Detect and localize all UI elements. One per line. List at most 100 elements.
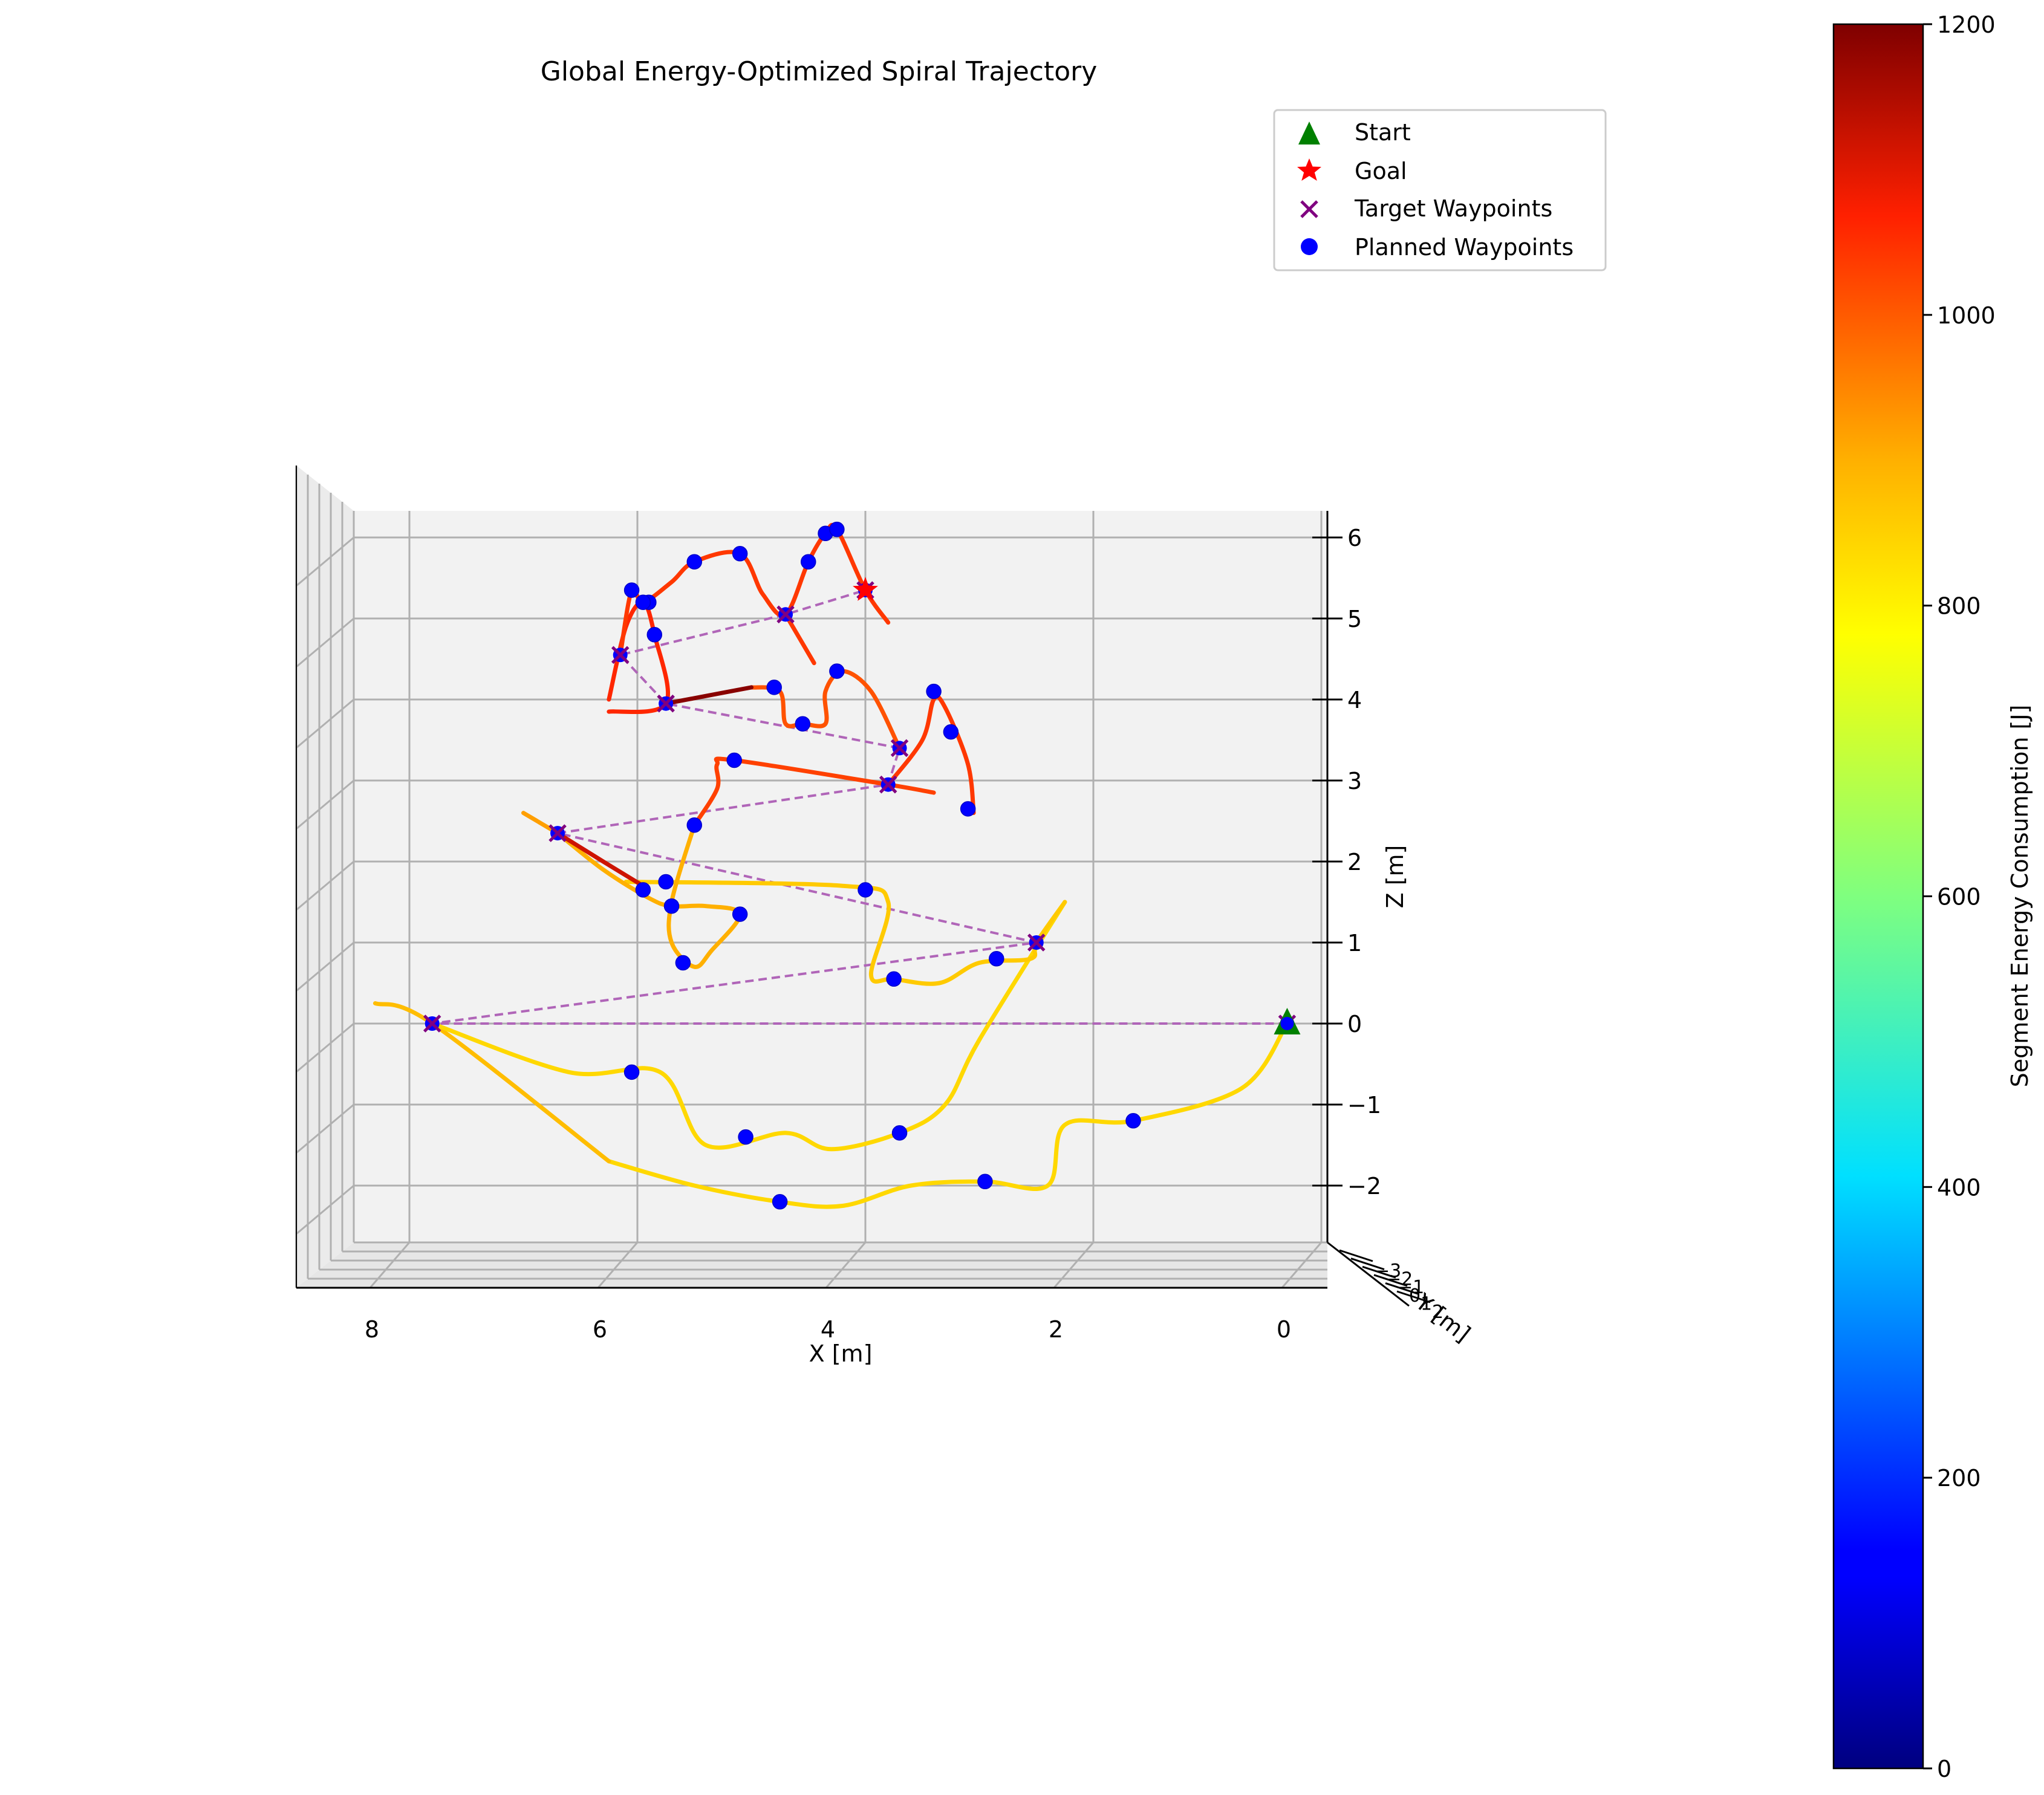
grid-line-z-side [296,779,354,830]
x-tick-label: 6 [593,1316,607,1343]
colorbar-gradient [1832,23,1924,1770]
planned-waypoint [635,882,651,898]
y-tick [1339,1249,1373,1262]
legend-planned-label: Planned Waypoints [1355,234,1574,261]
grid-line-x-floor [1281,1242,1323,1288]
target-waypoint-marker [657,694,675,713]
z-axis-label: Z [m] [1382,845,1408,909]
z-tick-label: 4 [1347,687,1362,713]
y-axis-line [1327,1241,1410,1307]
grid-line-z-side [296,1022,354,1073]
grid-line-z-side [296,860,354,911]
z-tick-label: 2 [1347,849,1362,875]
colorbar-label: Segment Energy Consumption [J] [2007,705,2033,1088]
z-tick-label: 3 [1347,768,1362,794]
y-tick-label: −3 [1375,1261,1401,1282]
target-waypoints [423,581,1297,1033]
planned-waypoints [623,521,1141,1210]
colorbar-tick-label: 1200 [1937,11,1996,38]
x-axis-label: X [m] [809,1340,873,1367]
y-tick [1396,1290,1431,1303]
x-axis: 8 6 4 2 0 [365,1316,1291,1343]
colorbar-tick-label: 800 [1937,593,1981,620]
legend-goal-icon [1297,158,1321,181]
planned-waypoint [795,716,811,732]
z-tick-label: 6 [1347,525,1362,551]
start-goal-markers [853,577,1301,1034]
colorbar-tick-label: 200 [1937,1465,1981,1492]
grid-line-z-side [296,536,354,587]
colorbar-tick-label: 1000 [1937,302,1996,329]
z-tick-label: 0 [1347,1011,1362,1037]
chart-title: Global Energy-Optimized Spiral Trajector… [541,56,1098,87]
planned-waypoint [926,683,942,699]
y-axis: −3−2−10 1 2 [1327,1241,1443,1323]
trajectory-segment [430,900,1067,1152]
grid-line-z-side [296,617,354,668]
y-tick-label: −1 [1398,1277,1424,1298]
legend-planned-icon [1301,238,1318,255]
y-tick [1350,1258,1385,1271]
z-tick-label: −2 [1347,1173,1381,1199]
target-waypoint-marker [548,824,567,842]
z-tick-label: −1 [1347,1092,1381,1118]
target-waypoint-marker [776,605,795,624]
planned-waypoint [801,554,816,570]
planned-waypoint [977,1173,993,1190]
x-tick-label: 8 [365,1316,379,1343]
y-tick-label: 0 [1409,1285,1421,1306]
z-tick-label: 1 [1347,930,1362,956]
planned-waypoint [646,627,663,643]
start-waypoint-dot [1280,1017,1294,1030]
legend-target-label: Target Waypoints [1354,195,1552,222]
planned-waypoint [732,906,748,922]
target-waypoint-marker [423,1014,441,1033]
y-tick-label: 1 [1421,1293,1432,1314]
trajectory-segment [886,695,976,816]
legend: Start Goal Target Waypoints Planned Wayp… [1273,109,1607,271]
legend-goal-label: Goal [1355,158,1407,184]
planned-waypoint [732,546,748,562]
planned-waypoint [766,680,782,695]
grid-line-z-side [296,1184,354,1235]
trajectory-segment [555,831,645,888]
colorbar-tick-label: 0 [1937,1756,1951,1782]
goal-marker [853,577,878,601]
z-tick-label: 5 [1347,606,1362,632]
grid-line-z-side [296,941,354,992]
grid-line-x-floor [1053,1242,1095,1288]
target-waypoint-path [432,589,1287,1025]
planned-waypoint [960,801,976,817]
planned-waypoint [772,1194,788,1210]
grid-line-x-floor [597,1242,639,1288]
planned-waypoint [675,955,691,971]
planned-waypoint [1125,1113,1141,1129]
legend-frame [1273,109,1607,271]
floor-pane [296,1242,1327,1288]
target-dashed-line [432,589,1287,1025]
trajectory-segment [373,1001,611,1164]
planned-waypoint [623,1064,640,1080]
grid-line-x-floor [825,1242,867,1288]
y-tick-label: 2 [1432,1302,1443,1323]
target-waypoint-marker [879,775,897,794]
planned-waypoint [726,752,742,768]
legend-start-icon [1298,122,1320,144]
planned-waypoint [829,521,845,537]
y-tick [1362,1265,1396,1279]
colorbar: 0 200 400 600 800 1000 1200 Segment Energy Con… [1832,11,2033,1782]
grid-line-x-floor [369,1242,411,1288]
colorbar-ticks: 0 200 400 600 800 1000 1200 [1923,11,1996,1782]
planned-waypoint [686,554,702,570]
x-tick-label: 4 [821,1316,835,1343]
planned-waypoint [738,1129,753,1145]
grid-line-z-side [296,1103,354,1154]
legend-start-label: Start [1355,119,1411,146]
planned-waypoint [886,971,902,987]
x-tick-label: 0 [1277,1316,1291,1343]
planned-waypoint [891,1125,908,1141]
z-axis: 6 5 4 3 2 1 0 −1 −2 [1312,511,1381,1242]
grid-line-z-side [296,698,354,749]
